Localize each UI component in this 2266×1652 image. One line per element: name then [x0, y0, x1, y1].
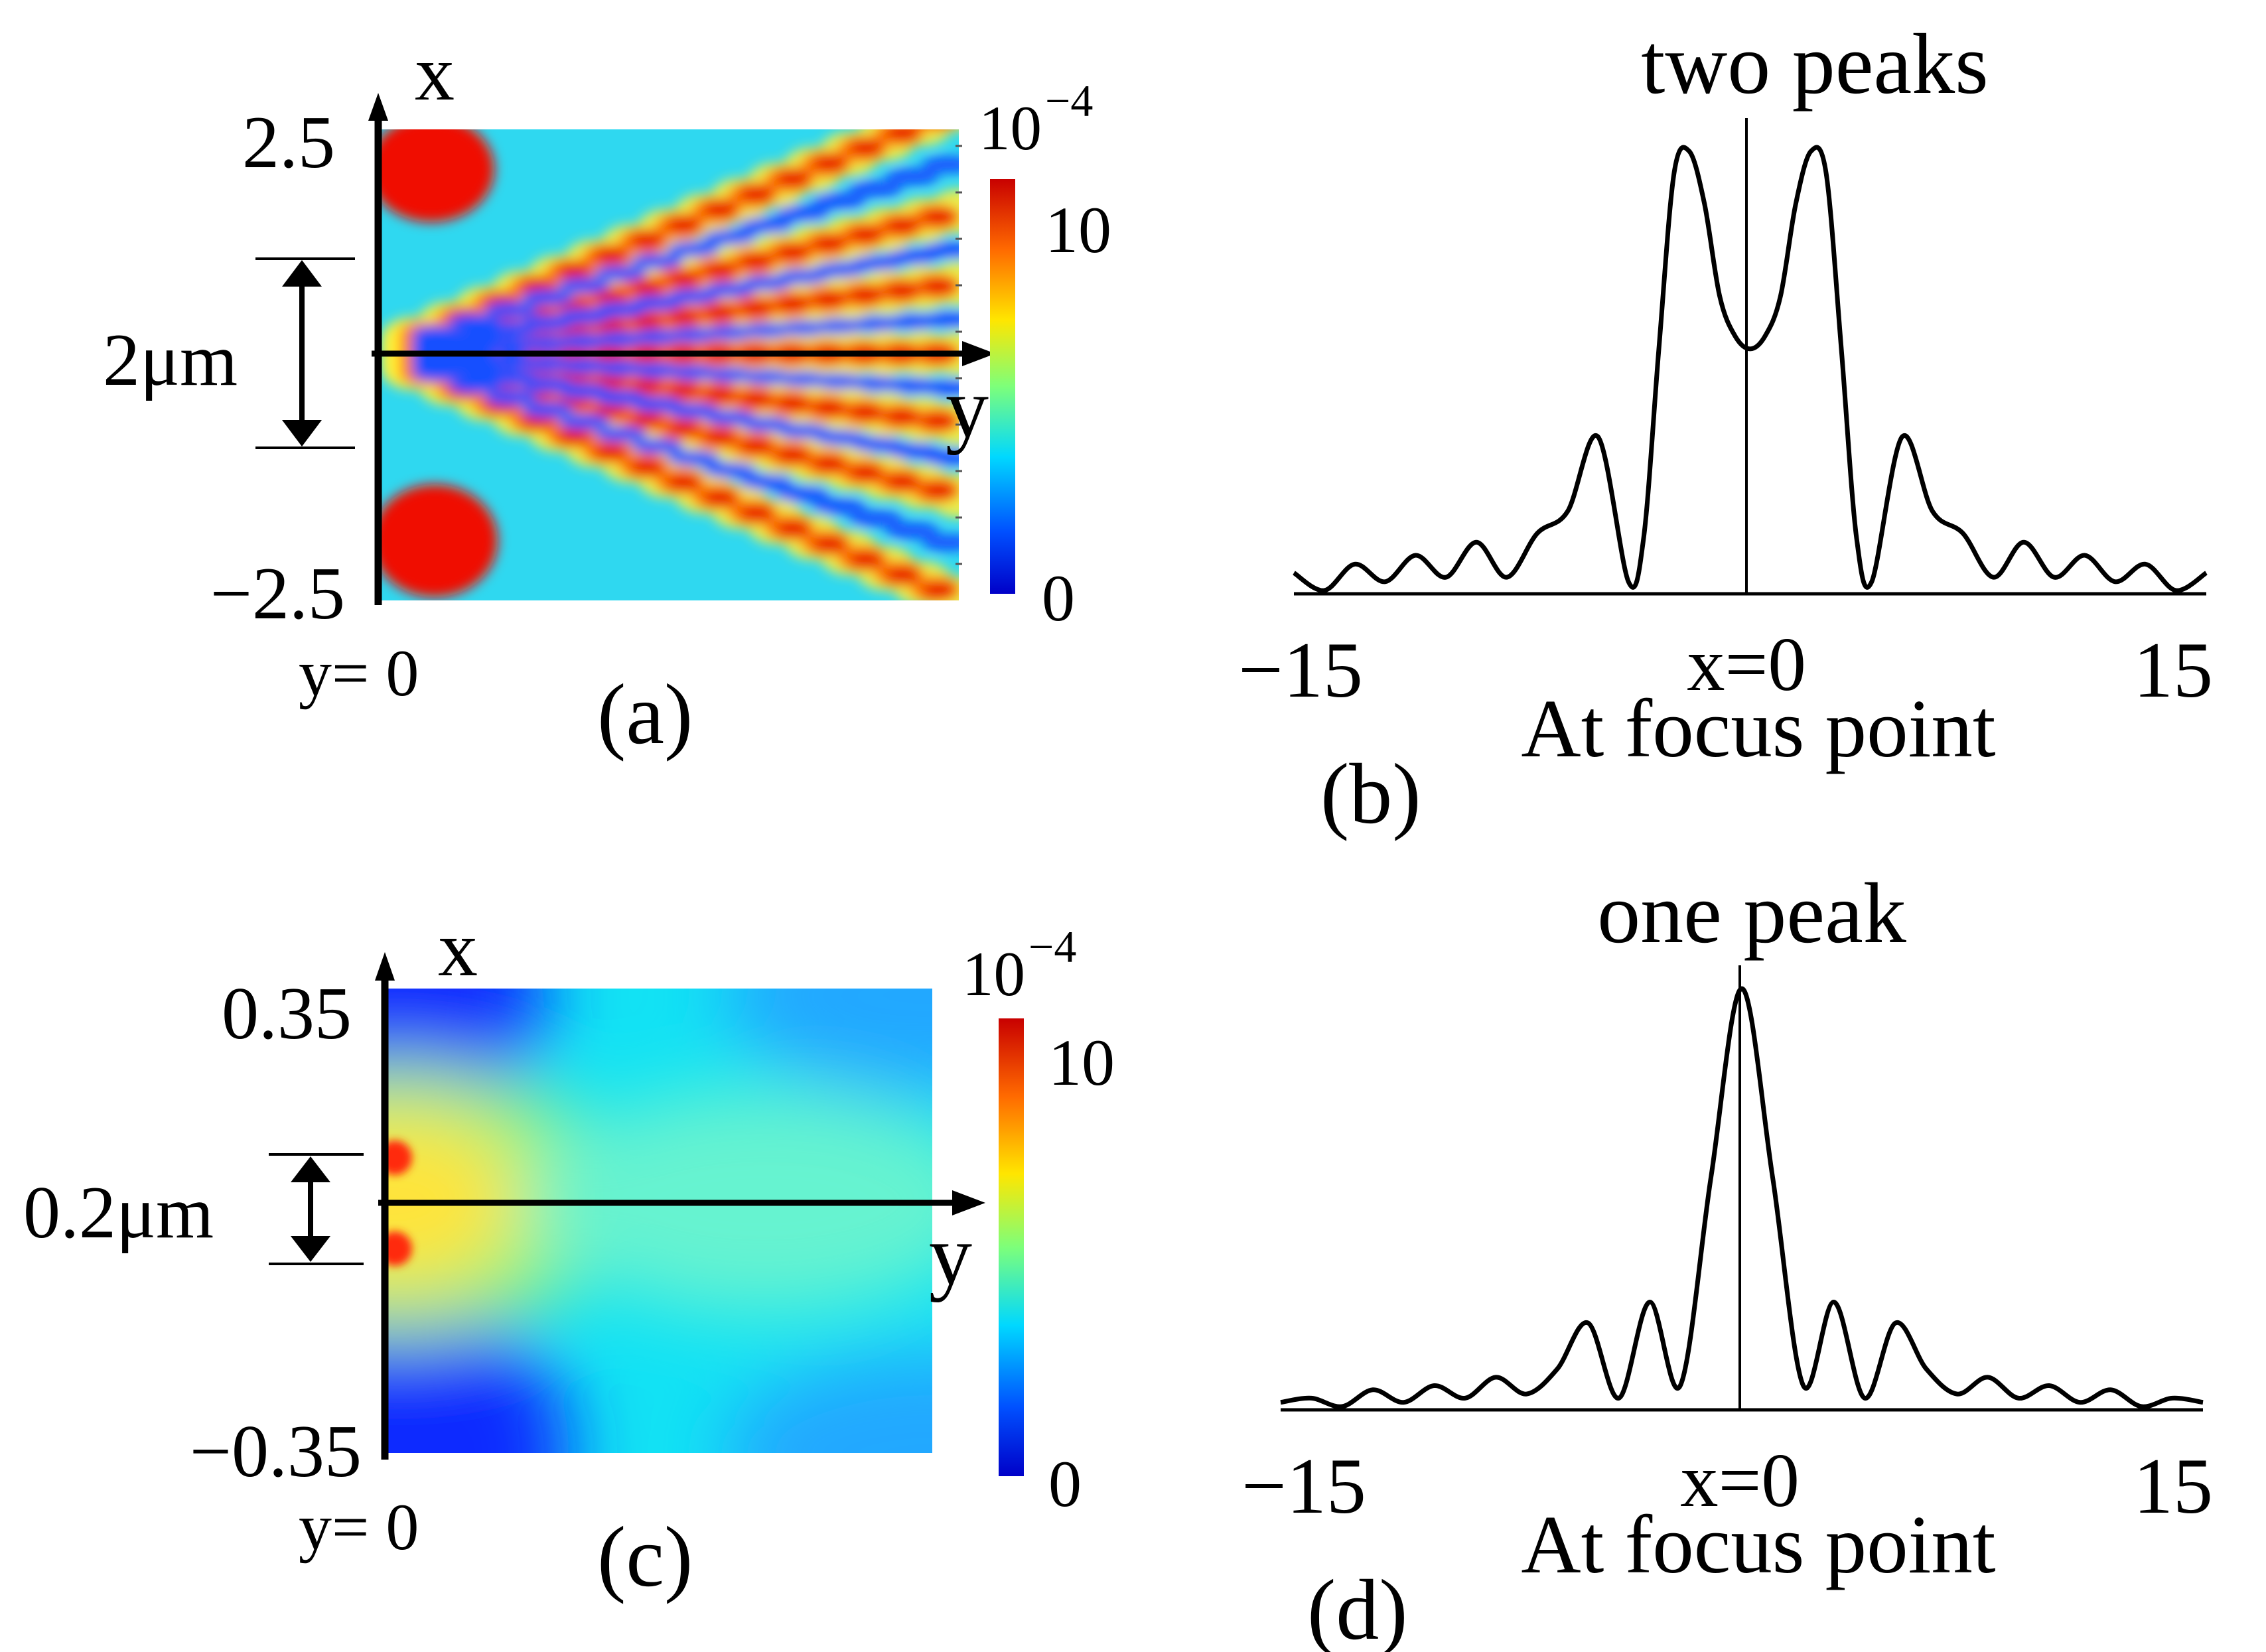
panel-c-colorbar-exponent-base: 10 [962, 939, 1025, 1009]
panel-a-scale-bar-label: 2μm [103, 319, 238, 401]
panel-b-center-label: x=0 [1687, 622, 1806, 707]
panel-a-colorbar-max-label: 10 [1045, 193, 1111, 267]
panel-a-y-axis-label: y [946, 360, 989, 456]
panel-c-y-origin-label: y= 0 [299, 1490, 419, 1564]
panel-c-scale-bar [269, 1153, 364, 1265]
panel-c-y-axis-arrowhead [952, 1190, 985, 1215]
panel-a-colorbar-min-label: 0 [1042, 561, 1075, 635]
panel-c-x-top-label: 0.35 [222, 973, 352, 1055]
panel-c-x-axis-label: x [438, 904, 478, 993]
panel-d-curve [1280, 986, 2204, 1409]
panel-b-caption: At focus point [1521, 683, 1995, 775]
panel-d-xmax-label: 15 [2133, 1442, 2213, 1530]
panel-b: two peaks −15 x=0 15 At focus point (b) [1238, 17, 2213, 842]
panel-d-xmin-label: −15 [1241, 1442, 1366, 1530]
panel-b-xmin-label: −15 [1238, 626, 1363, 714]
panel-c-scale-bar-label: 0.2μm [23, 1172, 214, 1254]
panel-c-x-bottom-label: −0.35 [190, 1411, 362, 1493]
panel-a-colorbar-exponent-base: 10 [979, 93, 1042, 163]
panel-b-label: (b) [1320, 746, 1421, 842]
panel-d-label: (d) [1307, 1562, 1408, 1652]
panel-d: one peak −15 x=0 15 At focus point (d) [1241, 866, 2213, 1652]
panel-a-x-bottom-label: −2.5 [210, 553, 345, 635]
panel-c-colorbar-max-label: 10 [1048, 1026, 1115, 1099]
panel-c-colorbar [999, 1018, 1024, 1476]
panel-c-colorbar-exponent: −4 [1028, 922, 1076, 972]
panel-a-colorbar-exponent: −4 [1045, 76, 1093, 126]
panel-a-y-axis-arrowhead [962, 341, 995, 366]
panel-a-x-top-label: 2.5 [242, 102, 335, 184]
panel-b-curve [1293, 145, 2208, 593]
panel-a: x y 2.5 −2.5 y= 0 2μm 10 −4 10 0 (a) [103, 29, 1111, 762]
panel-a-x-axis-label: x [415, 29, 455, 117]
panel-a-heatmap [378, 129, 959, 600]
panel-a-label: (a) [597, 667, 693, 762]
panel-b-xmax-label: 15 [2133, 626, 2213, 714]
panel-d-caption: At focus point [1521, 1499, 1995, 1591]
panel-a-x-axis-arrowhead [368, 93, 388, 121]
panel-c-colorbar-min-label: 0 [1048, 1447, 1082, 1521]
panel-c-label: (c) [597, 1509, 693, 1605]
panel-d-center-label: x=0 [1680, 1438, 1800, 1523]
panel-d-title: one peak [1597, 866, 1906, 961]
panel-c: x y 0.35 −0.35 y= 0 0.2μm 10 −4 10 0 (c) [23, 904, 1115, 1605]
panel-b-title: two peaks [1641, 17, 1989, 112]
panel-c-x-axis-arrowhead [375, 952, 395, 981]
panel-a-scale-bar [255, 257, 355, 449]
panel-c-y-axis-label: y [929, 1207, 972, 1303]
panel-a-y-origin-label: y= 0 [299, 636, 419, 710]
panel-a-right-ticks [956, 145, 962, 565]
panel-a-colorbar [990, 179, 1015, 594]
